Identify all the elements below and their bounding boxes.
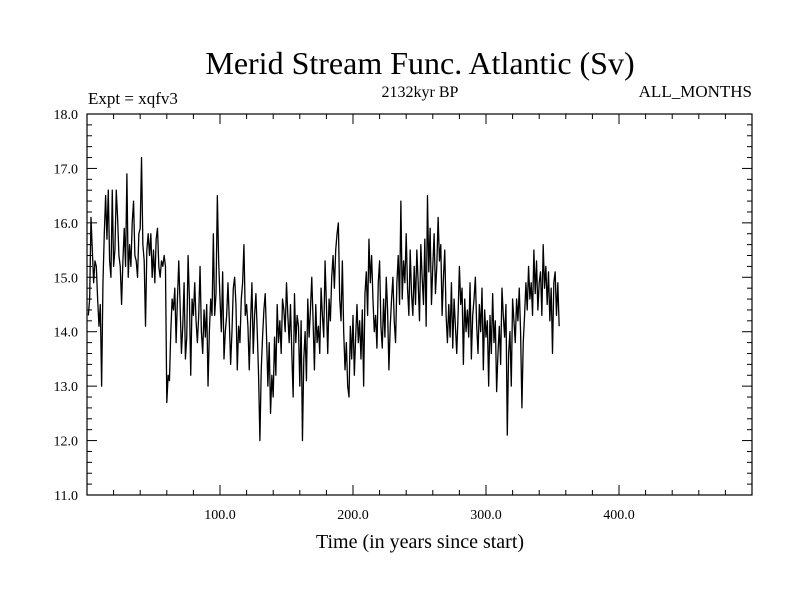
series-layer [87, 156, 560, 442]
y-tick-label: 11.0 [54, 489, 78, 504]
x-tick-label: 300.0 [470, 508, 502, 523]
period-label: 2132kyr BP [382, 84, 459, 101]
y-tick-label: 13.0 [54, 380, 79, 395]
plot-frame [86, 113, 753, 496]
x-axis-label: Time (in years since start) [316, 531, 524, 553]
y-tick-label: 14.0 [54, 326, 79, 341]
y-tick-label: 17.0 [54, 162, 79, 177]
x-axis: 100.0 200.0 300.0 400.0 [113, 114, 726, 523]
x-tick-label: 400.0 [603, 508, 635, 523]
experiment-label: Expt = xqfv3 [88, 89, 178, 108]
y-tick-label: 16.0 [54, 217, 79, 232]
y-axis: 11.0 12.0 13.0 14.0 15.0 16.0 17.0 18.0 [54, 108, 752, 504]
y-tick-label: 15.0 [54, 271, 79, 286]
series-line [87, 156, 560, 442]
y-tick-label: 18.0 [54, 108, 79, 123]
y-tick-label: 12.0 [54, 435, 79, 450]
x-tick-label: 100.0 [204, 508, 236, 523]
x-tick-label: 200.0 [337, 508, 369, 523]
months-label: ALL_MONTHS [639, 82, 752, 101]
chart-title: Merid Stream Func. Atlantic (Sv) [205, 45, 634, 81]
